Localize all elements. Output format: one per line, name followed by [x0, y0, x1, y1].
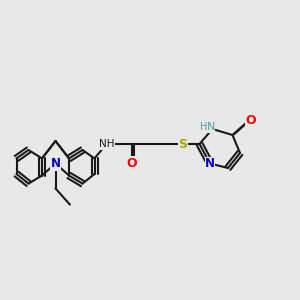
- Text: H: H: [200, 122, 208, 133]
- Text: S: S: [178, 137, 188, 151]
- Text: O: O: [127, 157, 137, 170]
- Text: N: N: [50, 157, 61, 170]
- Text: N: N: [205, 157, 215, 170]
- Text: N: N: [207, 122, 215, 133]
- Text: NH: NH: [99, 139, 114, 149]
- Text: O: O: [245, 113, 256, 127]
